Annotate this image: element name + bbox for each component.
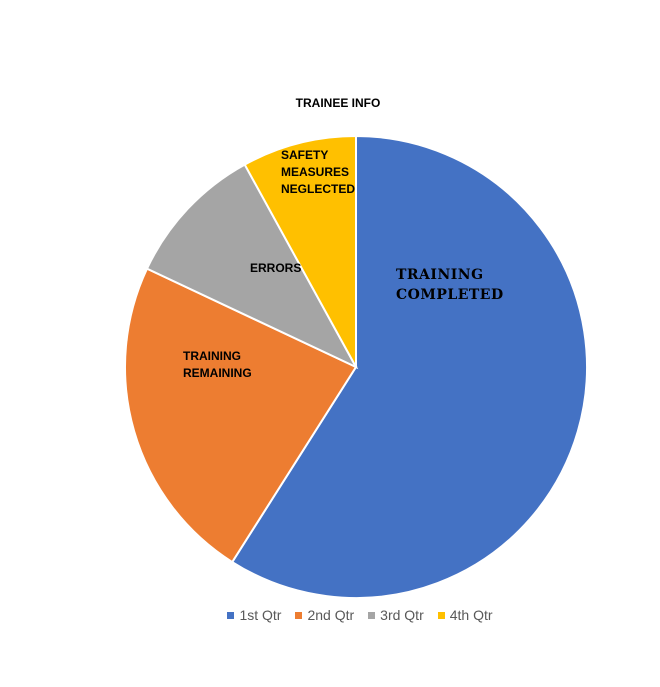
slice-label-2: TRAINING REMAINING: [183, 349, 252, 380]
legend-item-3[interactable]: 3rd Qtr: [368, 607, 424, 623]
legend-item-4[interactable]: 4th Qtr: [437, 607, 493, 623]
slice-label-4: SAFETY MEASURES NEGLECTED: [281, 148, 355, 196]
legend-label: 3rd Qtr: [380, 607, 424, 623]
legend-swatch: [227, 611, 235, 619]
pie-slice-2[interactable]: [124, 267, 358, 564]
pie-slice-1[interactable]: [230, 134, 588, 599]
legend-label: 1st Qtr: [239, 607, 282, 623]
legend-label: 4th Qtr: [449, 607, 493, 623]
chart-title: TRAINEE INFO: [295, 96, 381, 110]
legend-swatch: [295, 611, 303, 619]
pie-slice-4[interactable]: [243, 134, 357, 368]
legend-label: 2nd Qtr: [307, 607, 355, 623]
slice-label-3: ERRORS: [250, 261, 301, 275]
legend-swatch: [368, 611, 376, 619]
slice-label-1: TRAINING COMPLETED: [396, 267, 504, 303]
legend-item-1[interactable]: 1st Qtr: [227, 607, 281, 623]
legend: 1st Qtr 2nd Qtr 3rd Qtr 4th Qtr: [0, 607, 660, 623]
legend-swatch: [437, 611, 445, 619]
legend-item-2[interactable]: 2nd Qtr: [295, 607, 354, 623]
pie-slice-3[interactable]: [145, 163, 359, 370]
